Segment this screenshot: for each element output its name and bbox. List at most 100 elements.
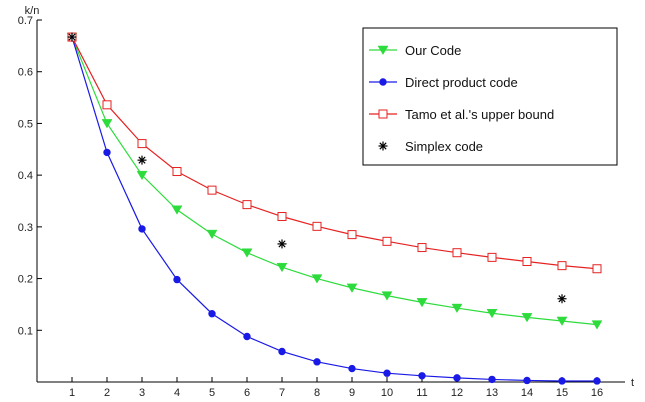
y-tick-label: 0.3: [18, 222, 33, 234]
data-point: [347, 230, 357, 240]
legend-entry: Our Code: [369, 43, 461, 58]
data-point: [67, 32, 77, 42]
y-tick-label: 0.5: [18, 118, 33, 130]
data-point: [416, 298, 428, 308]
data-point: [311, 274, 323, 284]
data-point: [172, 167, 182, 177]
asterisk-stroke: [558, 295, 566, 303]
x-tick-label: 2: [104, 387, 110, 399]
series-1: [68, 33, 601, 385]
data-point: [382, 236, 392, 246]
data-point: [381, 291, 393, 301]
x-tick-label: 6: [244, 387, 250, 399]
legend-entry: Direct product code: [369, 75, 518, 90]
y-axis-label: k/n: [25, 5, 40, 17]
data-point: [488, 375, 496, 384]
data-point: [103, 148, 111, 157]
data-point: [592, 264, 602, 274]
data-point: [556, 316, 568, 326]
data-point: [521, 313, 533, 323]
series-line: [71, 36, 598, 270]
data-point: [102, 100, 112, 110]
data-point: [101, 119, 113, 129]
data-point: [593, 377, 601, 385]
x-tick-label: 11: [416, 387, 427, 399]
series-0: [66, 32, 603, 330]
data-point: [137, 139, 147, 149]
x-tick-label: 7: [279, 387, 285, 399]
data-point: [453, 374, 461, 382]
data-point: [208, 310, 216, 318]
x-tick-label: 16: [591, 387, 603, 399]
axes: 1 2 3 4 5 6 7 8 9 10 11 12 13 14 15 160.10.20.30.40.50.…: [18, 5, 634, 399]
x-tick-label: 8: [314, 387, 320, 399]
data-point: [346, 283, 358, 293]
series-line: [71, 36, 598, 326]
legend-box: [362, 27, 618, 166]
data-point: [136, 170, 148, 181]
legend-entry: Tamo et al.'s upper bound: [369, 107, 554, 122]
data-point: [348, 364, 356, 373]
data-point: [591, 320, 603, 330]
data-point: [383, 369, 391, 377]
legend: Our Code Direct product code Tamo et al.'s…: [362, 27, 618, 166]
data-point: [558, 377, 566, 385]
data-point: [523, 376, 531, 385]
data-point: [487, 252, 497, 262]
data-point: [452, 248, 462, 258]
series-line: [71, 36, 597, 382]
asterisk-stroke: [379, 142, 387, 150]
x-tick-label: 4: [174, 387, 180, 399]
legend-entry: Simplex code: [378, 139, 483, 154]
asterisk-stroke: [138, 156, 146, 164]
legend-marker: [379, 78, 387, 86]
data-point: [242, 200, 252, 210]
x-tick-label: 10: [381, 387, 393, 399]
data-point: [206, 229, 218, 240]
data-point: [276, 262, 288, 273]
data-point: [171, 205, 183, 215]
y-tick-label: 0.4: [18, 170, 33, 182]
data-point: [312, 221, 322, 231]
x-tick-label: 3: [139, 387, 145, 399]
data-point: [486, 308, 498, 319]
data-point: [207, 185, 217, 195]
data-point: [418, 372, 426, 380]
legend-marker: [377, 45, 389, 55]
legend-label: Our Code: [405, 43, 461, 58]
legend-label: Simplex code: [405, 139, 483, 154]
series-2: [67, 32, 602, 274]
x-tick-label: 1: [69, 387, 75, 399]
x-tick-label: 9: [349, 387, 355, 399]
legend-label: Direct product code: [405, 75, 518, 90]
y-tick-label: 0.7: [18, 15, 33, 27]
y-tick-label: 0.1: [18, 325, 33, 337]
data-point: [451, 303, 463, 314]
data-point: [417, 243, 427, 253]
x-axis-label: t: [631, 377, 634, 389]
x-tick-label: 14: [521, 387, 533, 399]
data-point: [138, 225, 146, 233]
series-3: [67, 32, 567, 304]
x-tick-label: 15: [556, 387, 568, 399]
x-tick-label: 5: [209, 387, 215, 399]
plot-area: [66, 32, 603, 385]
data-point: [243, 332, 251, 341]
data-point: [278, 347, 286, 356]
legend-marker: [378, 141, 388, 151]
x-tick-label: 12: [451, 387, 463, 399]
y-tick-label: 0.2: [18, 274, 33, 286]
data-point: [277, 239, 287, 249]
data-point: [313, 358, 321, 366]
data-point: [522, 257, 532, 267]
data-point: [557, 261, 567, 271]
data-point: [173, 275, 181, 284]
data-point: [277, 212, 287, 222]
data-point: [137, 155, 147, 165]
asterisk-stroke: [68, 33, 76, 41]
data-point: [241, 248, 253, 258]
legend-marker: [378, 109, 388, 119]
y-tick-label: 0.6: [18, 67, 33, 79]
x-tick-label: 13: [486, 387, 498, 399]
